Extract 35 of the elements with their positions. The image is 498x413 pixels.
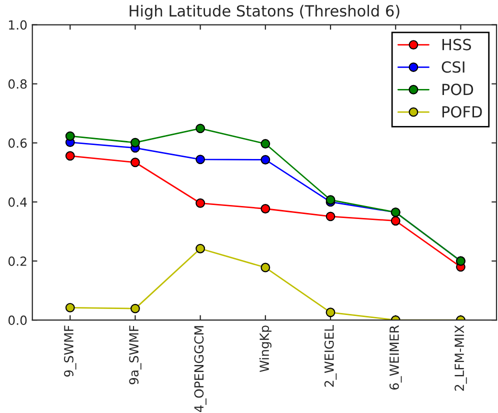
x-tick-label: WingKp (259, 326, 272, 372)
x-tick-label: 6_WEIMER (389, 325, 402, 390)
point (260, 204, 270, 214)
point (65, 131, 75, 141)
chart-title: High Latitude Statons (Threshold 6) (130, 4, 400, 20)
point (65, 151, 75, 161)
x-tick-label: 2_WEIGEL (324, 325, 337, 387)
x-tick-label: 4_OPENGGCM (194, 326, 206, 412)
point (260, 262, 270, 272)
y-tick-label: 0.6 (8, 138, 27, 148)
point (196, 124, 206, 134)
point (130, 158, 140, 168)
point (130, 304, 140, 314)
legend-label: CSI (442, 61, 464, 73)
point (260, 139, 270, 149)
x-tick-label: 9a_SWMF (129, 326, 142, 384)
y-tick-label: 0.2 (8, 256, 26, 266)
point (326, 308, 336, 318)
x-tick-label: 9_SWMF (64, 326, 76, 377)
point (196, 198, 206, 208)
point (196, 154, 206, 164)
legend-label: POFD (442, 106, 482, 118)
point (326, 212, 336, 222)
point (390, 216, 400, 226)
legend-label: HSS (442, 38, 471, 50)
point (65, 302, 75, 312)
y-tick-label: 0.0 (8, 316, 27, 325)
y-tick-label: 0.4 (8, 197, 27, 207)
y-tick-label: 1.0 (9, 20, 27, 30)
y-tick-label: 0.8 (8, 79, 27, 89)
x-tick-label: 2_LFM-MIX (454, 325, 467, 391)
point (130, 138, 140, 148)
legend-label: POD (442, 84, 474, 96)
point (196, 244, 206, 254)
point (260, 155, 270, 164)
